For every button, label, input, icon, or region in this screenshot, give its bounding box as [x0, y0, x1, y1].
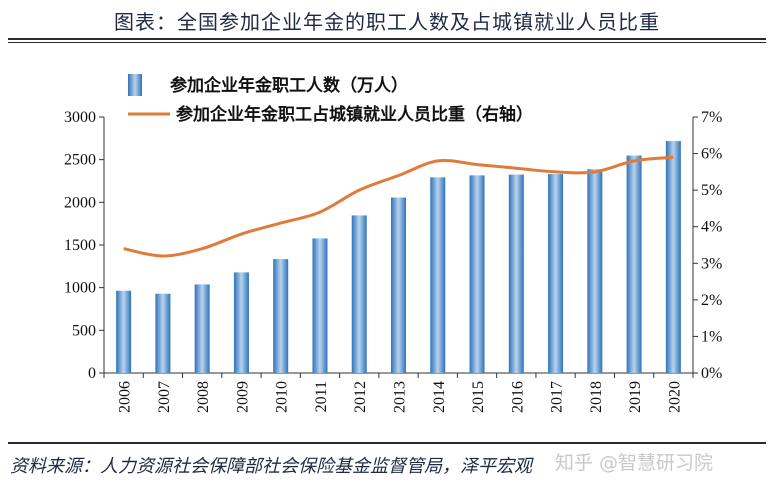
x-tick-label: 2008 [195, 381, 212, 413]
bar [587, 169, 603, 373]
legend-bar-swatch [128, 74, 142, 96]
x-tick-label: 2011 [313, 381, 330, 412]
left-tick-label: 2500 [64, 152, 96, 169]
x-tick-label: 2010 [274, 381, 291, 413]
x-tick-label: 2012 [352, 381, 369, 413]
legend-bar-label: 参加企业年金职工人数（万人） [170, 75, 408, 96]
bar [430, 177, 446, 373]
right-tick-label: 6% [701, 146, 722, 163]
left-tick-label: 0 [88, 365, 96, 382]
bar [194, 284, 210, 373]
right-tick-label: 0% [701, 365, 722, 382]
legend: 参加企业年金职工人数（万人） 参加企业年金职工占城镇就业人员比重（右轴） [128, 74, 533, 125]
x-tick-label: 2018 [588, 381, 605, 413]
right-tick-label: 5% [701, 182, 722, 199]
ratio-line [123, 155, 674, 258]
right-tick-label: 1% [701, 328, 722, 345]
left-tick-label: 2000 [64, 194, 96, 211]
bar [508, 174, 524, 373]
x-tick-label: 2013 [392, 381, 409, 413]
bar [548, 174, 564, 373]
watermark: 知乎 @智慧研习院 [555, 452, 714, 474]
right-tick-label: 4% [701, 219, 722, 236]
x-tick-label: 2014 [431, 381, 448, 413]
x-tick-label: 2020 [666, 381, 683, 413]
x-tick-label: 2017 [549, 381, 566, 413]
chart-title: 图表：全国参加企业年金的职工人数及占城镇就业人员比重 [114, 10, 660, 34]
top-rule-thin [8, 42, 766, 43]
right-tick-label: 7% [701, 109, 722, 126]
top-rule [8, 38, 766, 40]
bar [469, 175, 485, 373]
x-tick-label: 2016 [509, 381, 526, 413]
chart-area: 参加企业年金职工人数（万人） 参加企业年金职工占城镇就业人员比重（右轴） 0 50… [64, 74, 722, 413]
source-note: 资料来源：人力资源社会保障部社会保险基金监督管局，泽平宏观 [10, 456, 532, 477]
bar [116, 290, 132, 373]
left-tick-label: 1500 [64, 237, 96, 254]
x-tick-label: 2009 [234, 381, 251, 413]
bar [312, 238, 328, 373]
x-tick-label: 2007 [156, 381, 173, 413]
bar [233, 272, 249, 373]
right-tick-label: 3% [701, 255, 722, 272]
x-tick-label: 2006 [117, 381, 134, 413]
left-tick-label: 1000 [64, 280, 96, 297]
bar [665, 141, 681, 373]
left-tick-label: 500 [72, 322, 96, 339]
x-tick-label: 2015 [470, 381, 487, 413]
x-tick-label: 2019 [627, 381, 644, 413]
bar [626, 155, 642, 373]
bar [391, 197, 406, 373]
bar [273, 259, 289, 373]
bottom-rule [8, 442, 766, 444]
bar [351, 215, 367, 373]
right-tick-label: 2% [701, 292, 722, 309]
legend-line-label: 参加企业年金职工占城镇就业人员比重（右轴） [176, 104, 533, 125]
left-tick-label: 3000 [64, 109, 96, 126]
bar [155, 293, 171, 373]
